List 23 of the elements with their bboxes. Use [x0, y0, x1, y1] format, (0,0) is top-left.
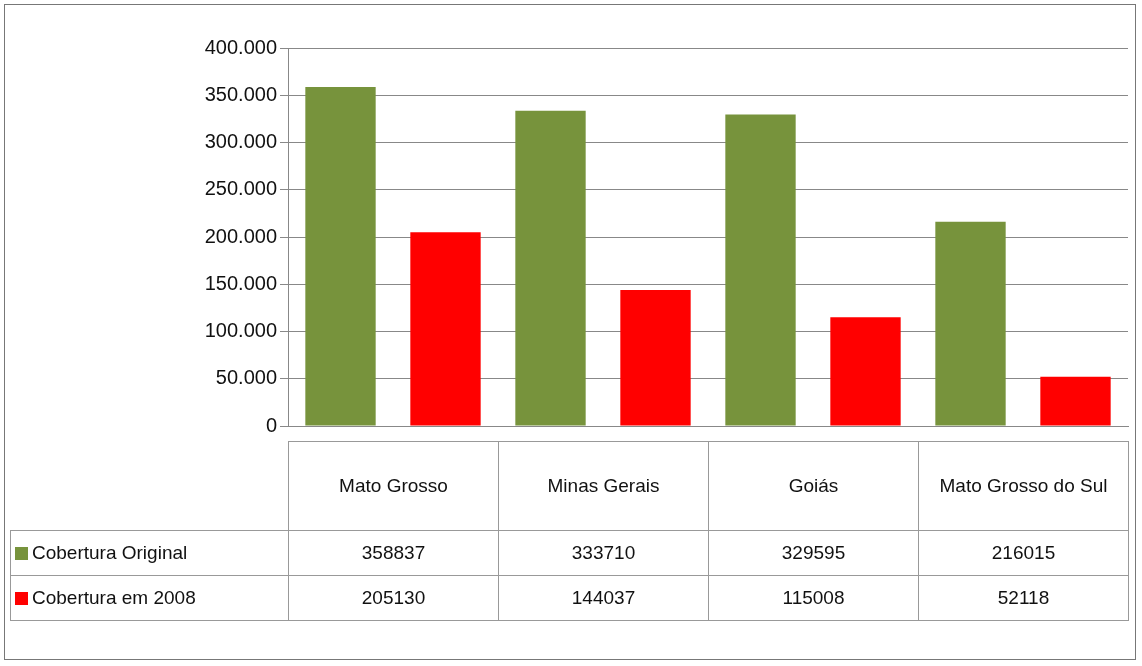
x-tick-label: Goiás	[708, 441, 919, 531]
y-tick-label: 250.000	[204, 177, 277, 200]
y-tick-label: 50.000	[215, 366, 277, 389]
data-label: 115008	[708, 575, 919, 621]
data-label: 52118	[918, 575, 1129, 621]
y-tick-label: 400.000	[204, 35, 277, 58]
x-tick-label: Mato Grosso	[288, 441, 499, 531]
data-label: 358837	[288, 530, 499, 576]
y-tick-label: 0	[265, 413, 277, 436]
y-tick-label: 200.000	[204, 224, 277, 247]
data-label: 333710	[498, 530, 709, 576]
legend-label: Cobertura em 2008	[10, 575, 289, 621]
y-tick-label: 300.000	[204, 130, 277, 153]
y-tick-label: 350.000	[204, 82, 277, 105]
data-label: 216015	[918, 530, 1129, 576]
x-tick-label: Mato Grosso do Sul	[918, 441, 1129, 531]
data-label: 329595	[708, 530, 919, 576]
legend-label: Cobertura Original	[10, 530, 289, 576]
y-tick-label: 100.000	[204, 319, 277, 342]
y-tick-label: 150.000	[204, 271, 277, 294]
data-label: 144037	[498, 575, 709, 621]
x-tick-label: Minas Gerais	[498, 441, 709, 531]
data-label: 205130	[288, 575, 499, 621]
